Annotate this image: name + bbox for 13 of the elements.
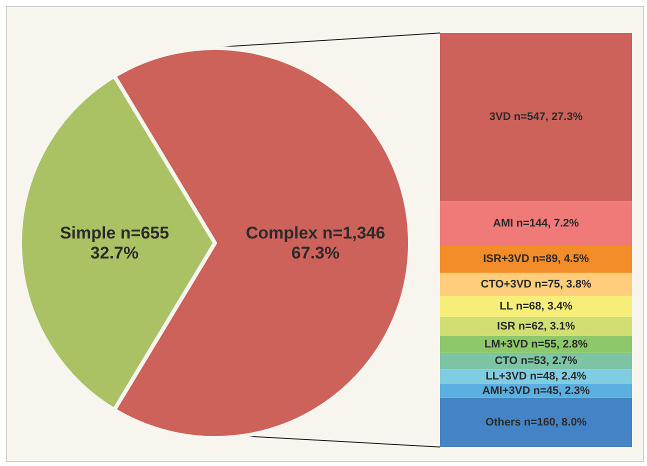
data-label: ISR+3VD n=89, 4.5% xyxy=(483,253,590,266)
slice-label: Complex n=1,346 67.3% xyxy=(246,224,386,263)
slice-label: Simple n=655 32.7% xyxy=(60,223,170,262)
data-label: LM+3VD n=55, 2.8% xyxy=(484,338,588,350)
data-label: ISR n=62, 3.1% xyxy=(497,320,576,332)
data-label: 3VD n=547, 27.3% xyxy=(489,111,583,124)
data-label: Others n=160, 8.0% xyxy=(485,416,587,428)
data-label: LL n=68, 3.4% xyxy=(500,300,573,312)
data-label: LL+3VD n=48, 2.4% xyxy=(486,370,587,383)
data-label: AMI+3VD n=45, 2.3% xyxy=(482,384,590,397)
data-label: CTO+3VD n=75, 3.8% xyxy=(480,278,592,290)
data-label: AMI n=144, 7.2% xyxy=(493,217,580,230)
data-label: CTO n=53, 2.7% xyxy=(494,355,578,368)
